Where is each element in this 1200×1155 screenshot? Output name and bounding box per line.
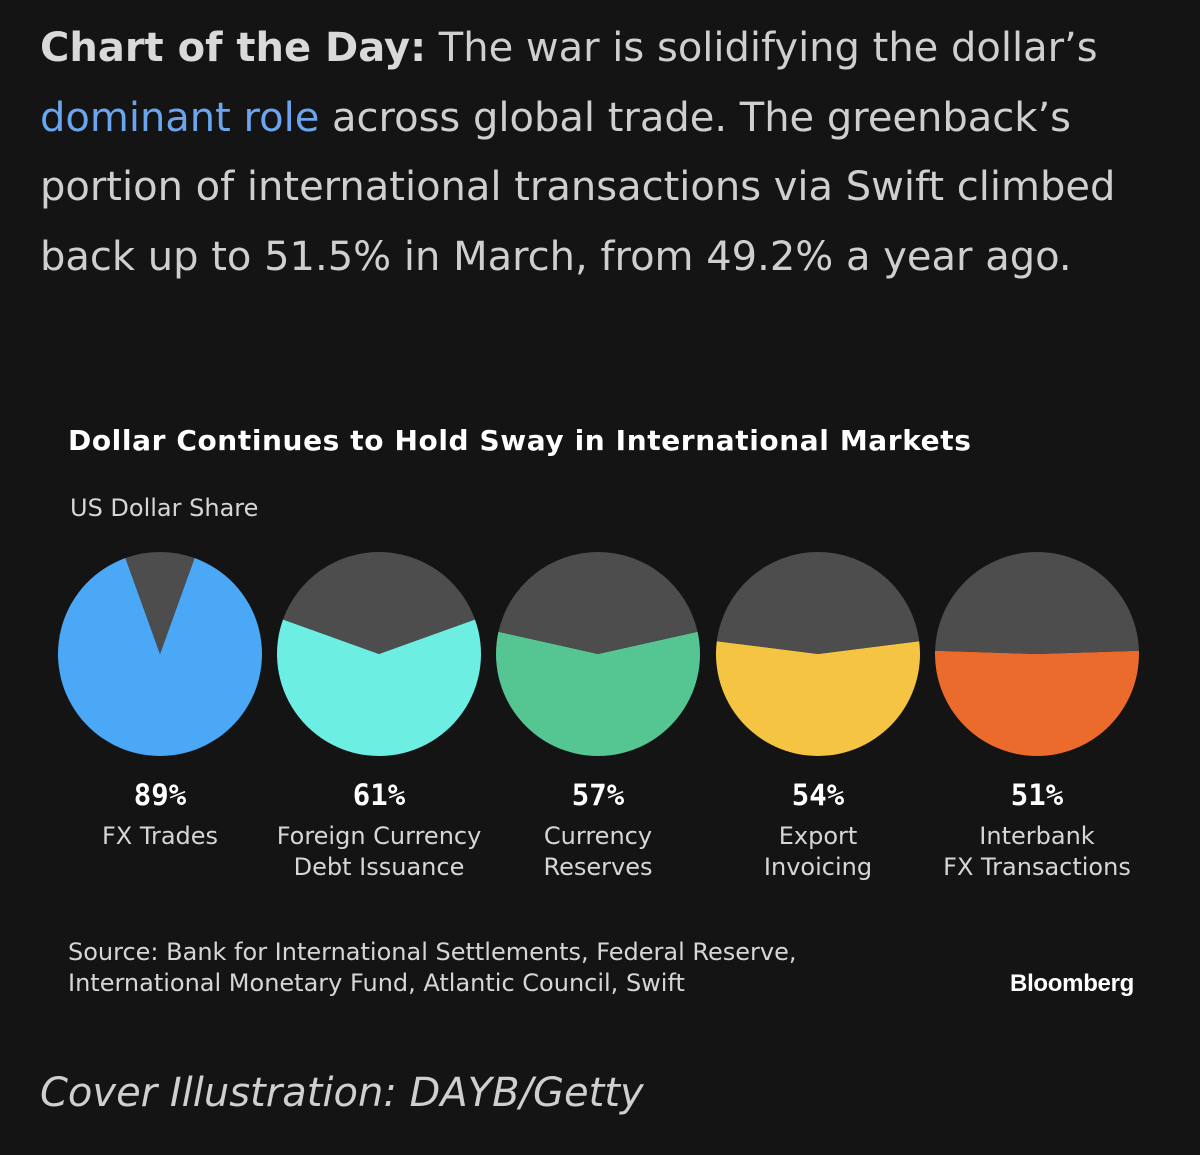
pie-charts: [57, 551, 1139, 757]
source-line-1: Source: Bank for International Settlemen…: [68, 938, 797, 966]
chart-title: Dollar Continues to Hold Sway in Interna…: [68, 424, 972, 457]
pie-category-label: Currency Reserves: [488, 821, 708, 883]
pie-1: [57, 552, 262, 756]
pie-slice-other-1: [125, 552, 195, 654]
pie-value-label: 51%: [1010, 778, 1064, 812]
pie-3: [496, 551, 700, 756]
intro-paragraph: Chart of the Day: The war is solidifying…: [40, 14, 1165, 292]
pie-category-label: Interbank FX Transactions: [927, 821, 1147, 883]
pie-value-label: 54%: [791, 778, 845, 812]
source-note: Source: Bank for International Settlemen…: [68, 937, 797, 999]
pie-category-label: Export Invoicing: [708, 821, 928, 883]
pie-slice-usd-4: [715, 641, 921, 757]
pie-category-label-line: FX Trades: [101, 822, 219, 850]
pie-category-label-line: FX Transactions: [943, 853, 1131, 881]
pie-category-label-line: Interbank: [979, 822, 1095, 850]
pie-value-label: 61%: [352, 778, 406, 812]
pie-slice-usd-5: [935, 650, 1139, 757]
pie-category-label-line: Invoicing: [763, 853, 873, 881]
chart-subtitle: US Dollar Share: [70, 494, 259, 522]
pie-value-label: 89%: [133, 778, 187, 812]
cover-credit: Cover Illustration: DAYB/Getty: [40, 1070, 644, 1116]
pie-category-label: Foreign Currency Debt Issuance: [269, 821, 489, 883]
dominant-role-link[interactable]: dominant role: [40, 94, 320, 141]
pie-2: [277, 552, 481, 756]
pie-category-label: FX Trades: [50, 821, 270, 852]
bloomberg-logo: Bloomberg: [1010, 970, 1134, 997]
pie-slice-other-5: [935, 552, 1139, 654]
pie-slice-other-2: [283, 552, 475, 654]
pie-category-label-line: Foreign Currency: [276, 822, 482, 850]
pie-slice-other-3: [498, 551, 698, 654]
pie-category-label-line: Export: [778, 822, 858, 850]
intro-text-1: The war is solidifying the dollar’s: [426, 25, 1098, 71]
pie-slice-usd-3: [496, 631, 700, 756]
source-line-2: International Monetary Fund, Atlantic Co…: [68, 969, 685, 997]
pie-slice-usd-1: [57, 558, 262, 756]
intro-text-2: across global trade. The greenback’s por…: [40, 94, 1116, 280]
pie-category-label-line: Debt Issuance: [293, 853, 465, 881]
pie-value-label: 57%: [571, 778, 625, 812]
pie-category-label-line: Currency: [543, 822, 653, 850]
pie-category-label-line: Reserves: [543, 853, 653, 881]
pie-slice-other-4: [716, 552, 920, 654]
pie-4: [715, 552, 921, 757]
intro-lead: Chart of the Day:: [40, 25, 427, 71]
pie-5: [935, 552, 1139, 757]
pie-slice-usd-2: [277, 619, 481, 756]
